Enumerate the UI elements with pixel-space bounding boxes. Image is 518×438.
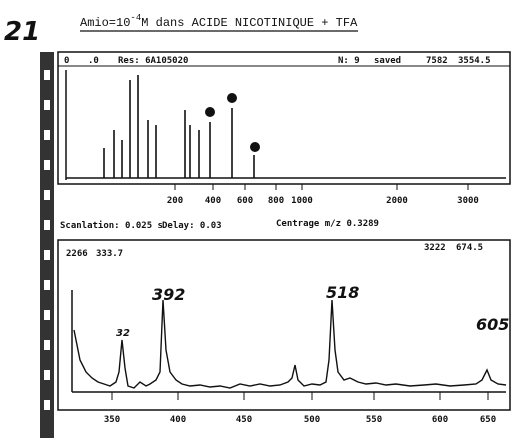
peak-label: 518 (326, 283, 359, 302)
header-text: saved (374, 56, 401, 66)
peak-label: 605 (476, 315, 509, 334)
title-prefix: Amio=10 (80, 16, 130, 30)
bottom-panel (57, 239, 511, 411)
stick-spectrum (103, 75, 255, 178)
bottom-header: 2266 333.7 3222 674.5 (66, 243, 483, 259)
x-tick-label: 650 (480, 415, 496, 425)
x-tick-label: 600 (432, 415, 448, 425)
x-ticks (174, 184, 469, 190)
title-exponent: -4 (130, 13, 141, 23)
top-x-labels: 200 400 600 800 1000 2000 3000 (167, 196, 479, 206)
peak-label: 32 (116, 328, 130, 339)
x-tick-label: 2000 (386, 196, 408, 206)
top-header: 0 .0 Res: 6A105020 N: 9 saved 7582 3554.… (64, 56, 491, 66)
peak-labels: 392 518 605 32 (116, 283, 509, 339)
x-tick-label: 400 (205, 196, 221, 206)
info-text: Delay: 0.03 (162, 221, 222, 231)
x-tick-label: 3000 (457, 196, 479, 206)
x-tick-label: 1000 (291, 196, 313, 206)
x-tick-label: 350 (104, 415, 120, 425)
x-tick-label: 450 (236, 415, 252, 425)
header-text: Res: 6A105020 (118, 56, 188, 66)
title: Amio=10-4M dans ACIDE NICOTINIQUE + TFA (80, 13, 358, 30)
header-text: 2266 (66, 249, 88, 259)
x-tick-label: 400 (170, 415, 186, 425)
title-suffix: M dans ACIDE NICOTINIQUE + TFA (141, 16, 358, 30)
film-strip (40, 52, 54, 438)
header-text: 674.5 (456, 243, 483, 253)
peak-dots (205, 93, 260, 152)
x-tick-label: 800 (268, 196, 284, 206)
x-tick-label: 200 (167, 196, 183, 206)
header-text: 7582 (426, 56, 448, 66)
header-text: 333.7 (96, 249, 123, 259)
top-panel (57, 51, 511, 185)
bottom-x-labels: 350 400 450 500 550 600 650 (104, 415, 496, 425)
peak-label: 392 (152, 285, 185, 304)
header-text: 3222 (424, 243, 446, 253)
page-number: 21 (4, 17, 40, 47)
x-ticks (111, 392, 489, 400)
info-text: Centrage m/z 0.3289 (276, 219, 379, 229)
x-tick-label: 550 (366, 415, 382, 425)
x-tick-label: 600 (237, 196, 253, 206)
header-text: N: 9 (338, 56, 360, 66)
strip-holes (44, 70, 50, 410)
header-text: .0 (88, 56, 99, 66)
header-text: 3554.5 (458, 56, 491, 66)
info-line: Scanlation: 0.025 s Delay: 0.03 Centrage… (60, 219, 379, 231)
x-tick-label: 500 (304, 415, 320, 425)
info-text: Scanlation: 0.025 s (60, 220, 163, 231)
spectrum-trace (73, 299, 507, 389)
header-text: 0 (64, 56, 69, 66)
